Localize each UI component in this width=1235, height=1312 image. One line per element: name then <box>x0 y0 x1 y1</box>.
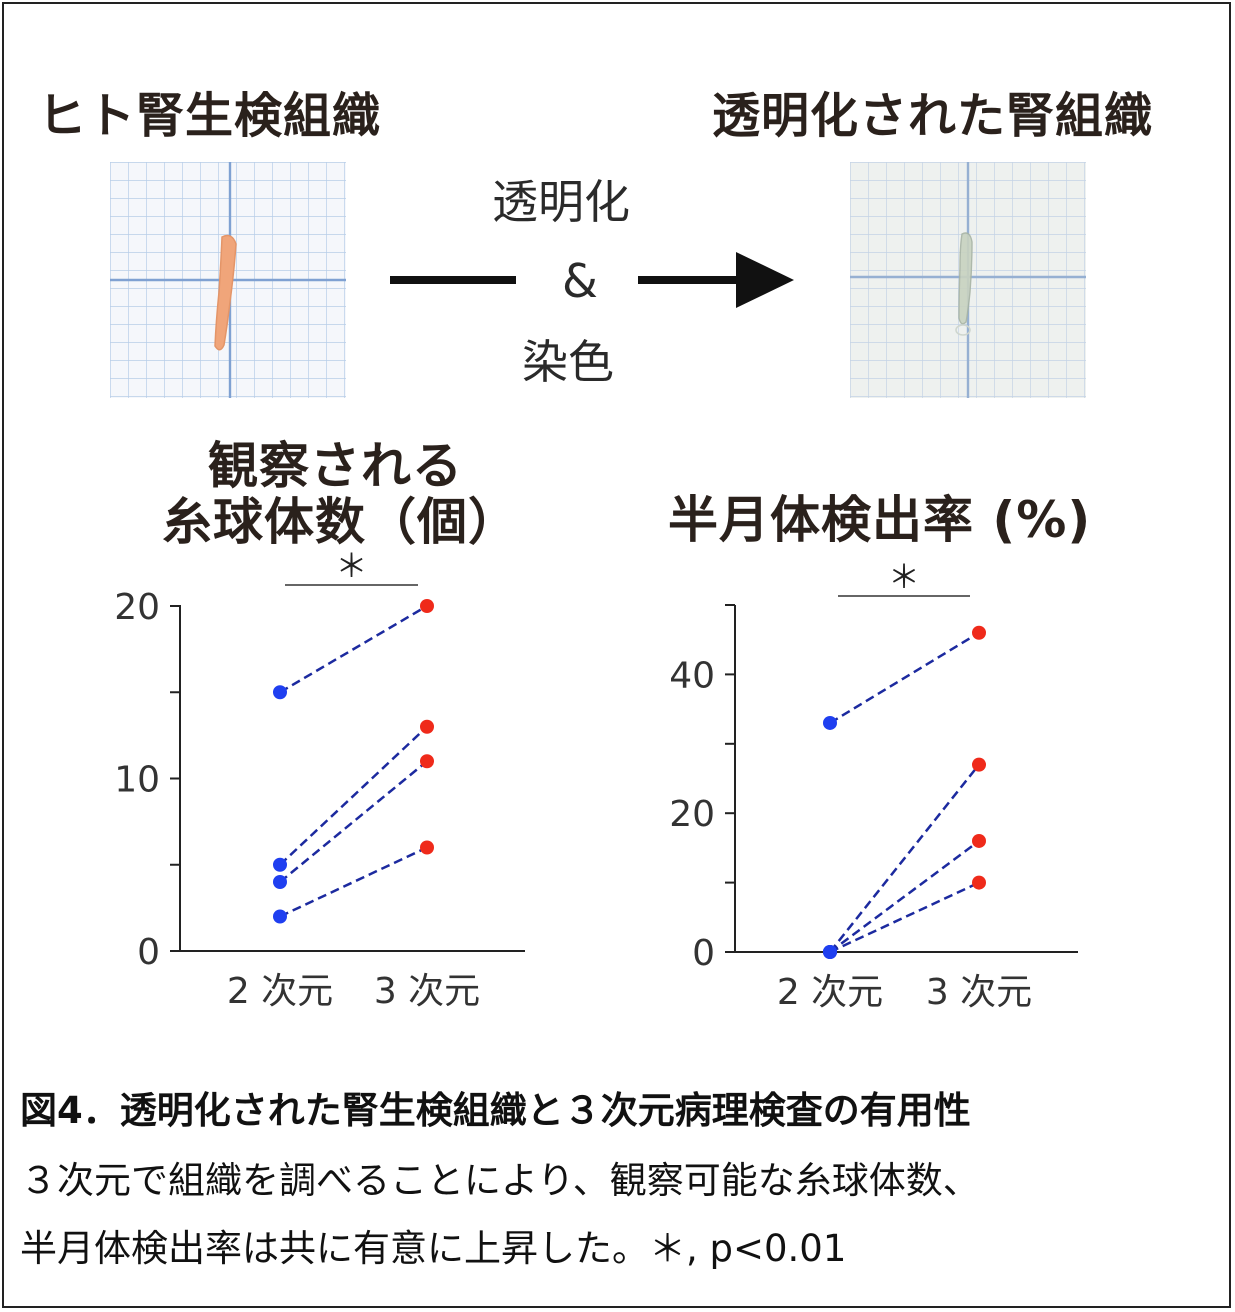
figure-caption-line1: ３次元で組織を調べることにより、観察可能な糸球体数、 <box>20 1159 980 1202</box>
point-2d <box>273 909 287 924</box>
cleared-tissue-title: 透明化された腎組織 <box>712 88 1154 144</box>
crescent-detection-chart: 0 20 40 2 次元 3 次元 ＊ <box>669 558 1078 1013</box>
y-tick-label: 0 <box>692 933 715 974</box>
y-tick-label: 20 <box>669 794 715 835</box>
pair-connector-line <box>829 763 980 953</box>
left-chart-title-line1: 観察される <box>208 437 463 495</box>
glomeruli-count-chart: 0 10 20 2 次元 3 次元 ＊ <box>114 547 525 1012</box>
figure-caption-title: 図4．透明化された腎生検組織と３次元病理検査の有用性 <box>20 1089 971 1132</box>
arrow-head <box>736 252 794 308</box>
significance-star: ＊ <box>335 547 367 585</box>
point-3d <box>972 757 986 772</box>
pair-connector-line <box>279 604 428 694</box>
y-tick-label: 40 <box>669 655 715 696</box>
pair-connector-line <box>279 725 428 866</box>
figure-caption-line2: 半月体検出率は共に有意に上昇した。＊, p<0.01 <box>20 1227 847 1270</box>
process-label-staining: 染色 <box>522 335 614 389</box>
y-tick-label: 20 <box>114 587 160 628</box>
kidney-tissue-sample <box>214 234 237 351</box>
left-chart-title-line2: 糸球体数（個） <box>162 493 519 551</box>
y-tick-label: 10 <box>114 760 160 801</box>
x-tick-label: 2 次元 <box>227 971 333 1012</box>
cleared-tissue-sample <box>958 232 973 325</box>
point-2d <box>273 685 287 700</box>
point-3d <box>972 875 986 890</box>
point-3d <box>420 599 434 613</box>
pair-connector-line <box>829 839 980 954</box>
pair-connector-line <box>829 881 980 954</box>
point-2d <box>823 945 837 959</box>
process-label-and: & <box>562 254 598 308</box>
pair-connector-line <box>279 846 428 918</box>
point-3d <box>420 754 434 769</box>
pair-connector-line <box>829 631 980 725</box>
x-tick-label: 3 次元 <box>374 971 480 1012</box>
point-3d <box>420 840 434 855</box>
point-3d <box>420 719 434 734</box>
point-3d <box>972 625 986 640</box>
point-2d <box>823 715 837 730</box>
point-3d <box>972 833 986 848</box>
right-chart-title: 半月体検出率 (%) <box>668 491 1092 549</box>
x-tick-label: 3 次元 <box>926 972 1032 1013</box>
process-arrow <box>390 252 794 308</box>
raw-tissue-photo <box>110 162 346 398</box>
pair-connector-line <box>279 760 428 883</box>
process-label-clearing: 透明化 <box>492 175 630 229</box>
point-2d <box>273 857 287 872</box>
raw-tissue-title: ヒト腎生検組織 <box>38 88 382 144</box>
significance-star: ＊ <box>888 558 920 596</box>
x-tick-label: 2 次元 <box>777 972 883 1013</box>
point-2d <box>273 875 287 889</box>
cleared-tissue-photo <box>850 162 1086 398</box>
y-tick-label: 0 <box>137 932 160 973</box>
